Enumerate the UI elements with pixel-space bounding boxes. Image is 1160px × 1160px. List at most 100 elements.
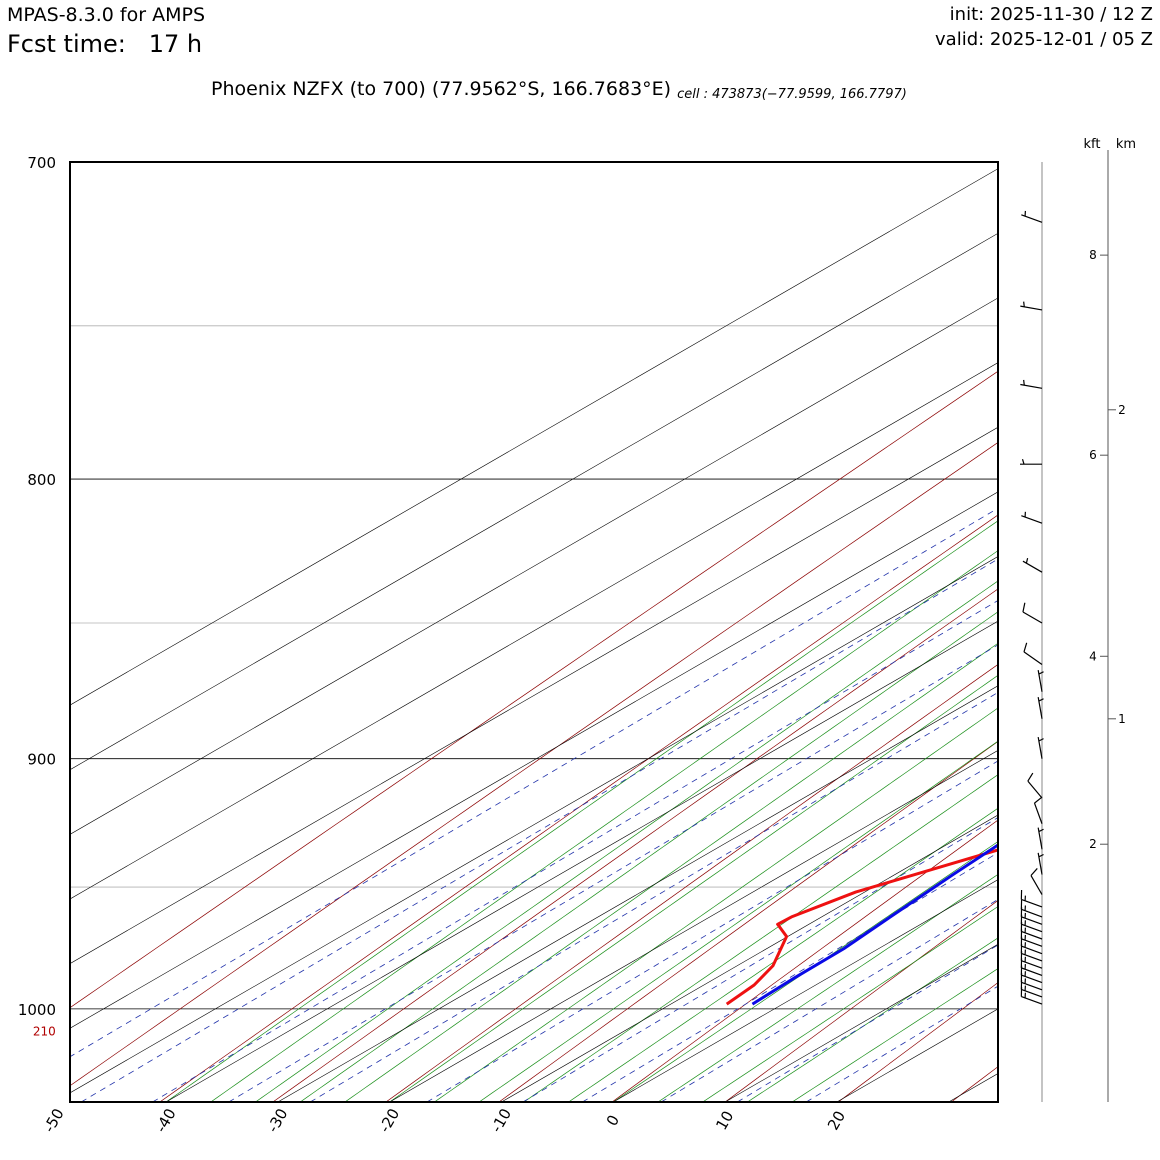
mixing-ratio-line	[228, 644, 998, 1102]
isotherm--70	[70, 426, 998, 964]
wind-barb	[1037, 736, 1044, 759]
wind-barb	[1033, 796, 1043, 824]
mixing-ratio-line	[70, 507, 998, 1058]
km-tick-label: 1	[1118, 712, 1126, 726]
wind-barb	[1020, 458, 1042, 465]
mixing-ratio-line	[522, 817, 998, 1102]
isotherm--40	[165, 620, 998, 1102]
isotherm--50	[70, 556, 998, 1094]
mixing-ratio-line	[426, 760, 998, 1102]
temp-tick-label-bottom: 0	[603, 1112, 623, 1129]
moist-adiabat-0	[613, 841, 998, 1102]
mixing-ratio-line	[737, 944, 998, 1102]
cell-label: cell : 473873(−77.9599, 166.7797)	[677, 87, 907, 102]
mixing-ratio-line	[152, 600, 998, 1102]
kft-tick-label: 4	[1089, 649, 1097, 663]
moist-adiabat--32	[255, 580, 998, 1102]
moist-adiabat--36	[210, 550, 998, 1102]
moist-adiabat-4	[657, 873, 998, 1102]
mixing-ratio-line	[310, 691, 998, 1102]
wind-barb	[1020, 899, 1043, 918]
isotherm--60	[70, 491, 998, 1029]
isotherm--30	[277, 685, 998, 1102]
dry-adiabat-240	[272, 588, 998, 1102]
isotherm--10	[501, 814, 998, 1102]
temperature-profile	[725, 848, 998, 1006]
moist-adiabat--24	[344, 642, 998, 1102]
isotherm-30	[948, 1073, 998, 1102]
dry-adiabat-210	[70, 370, 998, 1009]
wind-barb	[1037, 852, 1044, 875]
wind-barb	[1020, 379, 1043, 389]
moist-adiabat--16	[434, 707, 998, 1102]
wind-barb	[1022, 557, 1043, 573]
moist-adiabat--8	[523, 774, 998, 1102]
temp-tick-label-bottom: -30	[264, 1105, 292, 1135]
isotherm--100	[70, 232, 998, 771]
isotherm-0	[613, 879, 998, 1102]
station-name: Phoenix NZFX (to 700) (77.9562°S, 166.76…	[211, 78, 672, 100]
isotherm--90	[70, 297, 998, 835]
kft-tick-label: 2	[1089, 837, 1097, 851]
kft-axis-label: kft	[1084, 137, 1101, 152]
dry-adiabat-290	[838, 982, 998, 1102]
temp-tick-label-bottom: -20	[375, 1105, 403, 1135]
dry-adiabat-label: 210	[33, 1024, 56, 1038]
isotherm-10	[724, 943, 998, 1102]
valid-time-label: valid: 2025-12-01 / 05 Z	[935, 29, 1153, 50]
temp-tick-label-bottom: 20	[824, 1108, 849, 1134]
wind-barb	[1037, 827, 1044, 850]
wind-barb	[1037, 670, 1044, 692]
moist-adiabat-8	[702, 906, 998, 1102]
wind-barb	[1020, 889, 1043, 908]
dry-adiabat-280	[724, 899, 998, 1102]
forecast-time-label: Fcst time: 17 h	[7, 30, 202, 58]
wind-barb	[1027, 772, 1043, 799]
wind-barb	[1022, 602, 1043, 624]
temp-tick-label-bottom: -40	[152, 1105, 180, 1135]
forecast-time-prefix: Fcst time:	[7, 30, 126, 58]
dry-adiabat-270	[611, 819, 998, 1102]
wind-barb	[1030, 868, 1043, 895]
moist-adiabat-16	[791, 968, 998, 1102]
dry-adiabat-300	[951, 1066, 998, 1102]
temp-tick-label-bottom: -10	[487, 1105, 515, 1135]
moist-adiabat--28	[300, 611, 998, 1102]
moist-adiabat--40	[165, 520, 998, 1102]
mixing-ratio-line	[660, 898, 998, 1102]
isotherm--80	[70, 362, 998, 900]
isotherm--20	[389, 750, 998, 1102]
dewpoint-profile	[751, 843, 998, 1006]
wind-barb	[1021, 210, 1043, 223]
mixing-ratio-line	[582, 852, 998, 1102]
wind-barb	[1021, 511, 1043, 524]
wind-barb	[1037, 697, 1044, 719]
model-label: MPAS-8.3.0 for AMPS	[7, 4, 206, 26]
kft-tick-label: 6	[1089, 448, 1097, 462]
km-axis-label: km	[1116, 137, 1136, 152]
dry-adiabat-230	[159, 514, 998, 1102]
mixing-ratio-line	[806, 985, 998, 1102]
km-tick-label: 2	[1118, 403, 1126, 417]
pressure-tick-label: 900	[27, 751, 56, 769]
moist-adiabat--12	[478, 740, 998, 1102]
dry-adiabat-250	[385, 663, 998, 1102]
dry-adiabat-260	[498, 740, 998, 1102]
moist-adiabat-12	[747, 937, 998, 1102]
moist-adiabat--20	[389, 674, 998, 1102]
plot-frame	[69, 161, 999, 1103]
wind-barb	[1020, 301, 1043, 311]
isotherm--110	[70, 168, 998, 706]
temp-tick-label-bottom: 10	[712, 1108, 737, 1134]
dry-adiabat-220	[70, 442, 998, 1087]
pressure-tick-label: 700	[27, 154, 56, 172]
init-time-label: init: 2025-11-30 / 12 Z	[949, 4, 1153, 25]
pressure-tick-label: 1000	[18, 1001, 56, 1019]
forecast-time-value: 17 h	[148, 30, 203, 58]
temp-tick-label-bottom: -50	[40, 1105, 68, 1135]
moist-adiabat--4	[568, 807, 998, 1102]
pressure-tick-label: 800	[27, 471, 56, 489]
station-title: Phoenix NZFX (to 700) (77.9562°S, 166.76…	[211, 78, 907, 102]
wind-barb	[1023, 642, 1043, 666]
